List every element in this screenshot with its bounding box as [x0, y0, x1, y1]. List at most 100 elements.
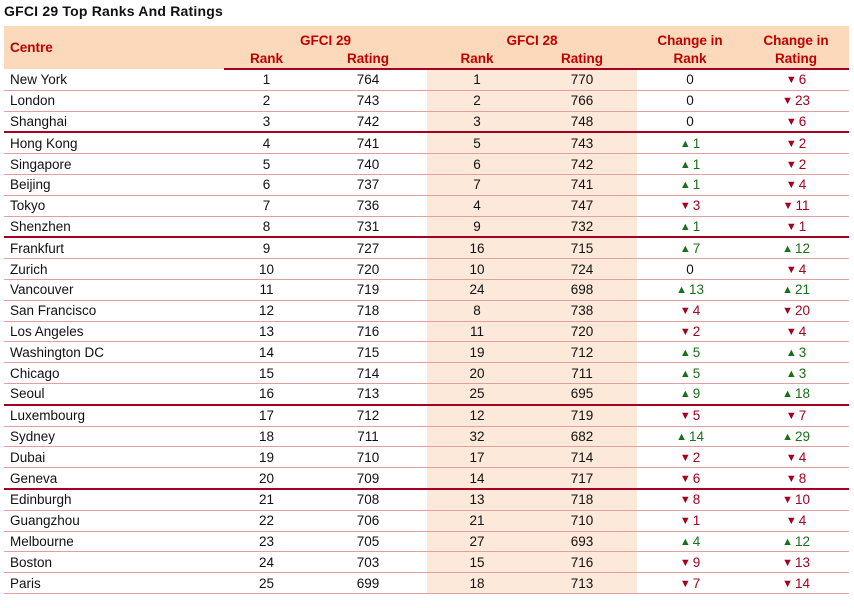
cell-change-rating: ▲ 18 [743, 383, 850, 406]
triangle-up-icon: ▲ [679, 242, 691, 255]
cell-rank-28: 5 [427, 132, 528, 155]
triangle-up-icon: ▲ [679, 346, 691, 359]
cell-change-rating: ▼ 23 [743, 90, 850, 112]
cell-rating-29: 741 [309, 132, 428, 155]
triangle-down-icon: ▼ [679, 200, 691, 213]
cell-rank-29: 25 [224, 572, 309, 594]
triangle-down-icon: ▼ [679, 410, 691, 423]
cell-rating-29: 709 [309, 467, 428, 490]
cell-centre: Paris [4, 572, 224, 594]
cell-change-rating: ▼ 4 [743, 258, 850, 280]
cell-rank-29: 13 [224, 321, 309, 343]
cell-rank-28: 19 [427, 341, 528, 364]
change-value: 2 [692, 449, 701, 465]
table-row: Singapore 5 740 6 742 ▲ 1 ▼ 2 [4, 153, 850, 175]
cell-change-rating: ▼ 6 [743, 111, 850, 134]
cell-rank-28: 10 [427, 258, 528, 280]
cell-rating-28: 741 [527, 174, 638, 196]
change-value: 4 [798, 513, 807, 529]
cell-rating-28: 695 [527, 383, 638, 406]
cell-rank-29: 24 [224, 551, 309, 574]
change-value: 2 [798, 156, 807, 172]
change-value: 2 [692, 323, 701, 339]
triangle-up-icon: ▲ [679, 158, 691, 171]
cell-centre: Seoul [4, 383, 224, 406]
cell-change-rank: ▼ 8 [637, 488, 744, 511]
cell-rating-28: 693 [527, 531, 638, 553]
cell-rating-28: 724 [527, 258, 638, 280]
cell-rating-29: 708 [309, 488, 428, 511]
header-centre: Centre [4, 26, 224, 69]
table-row: Washington DC 14 715 19 712 ▲ 5 ▲ 3 [4, 341, 850, 364]
triangle-down-icon: ▼ [782, 556, 793, 569]
triangle-down-icon: ▼ [785, 74, 797, 87]
cell-rank-28: 14 [427, 467, 528, 490]
cell-centre: Boston [4, 551, 224, 574]
triangle-down-icon: ▼ [679, 494, 691, 507]
cell-rank-29: 6 [224, 174, 309, 196]
table-body: New York 1 764 1 770 0 ▼ 6 London 2 743 2 766 0 ▼ 23 Sha… [4, 69, 850, 594]
cell-change-rating: ▼ 10 [743, 488, 850, 511]
triangle-down-icon: ▼ [782, 200, 794, 213]
cell-rank-29: 12 [224, 300, 309, 322]
triangle-down-icon: ▼ [785, 158, 797, 171]
cell-change-rating: ▼ 11 [743, 195, 850, 217]
cell-rank-29: 1 [224, 69, 309, 91]
cell-change-rank: ▲ 1 [637, 216, 744, 239]
header-rating-28: Rating [527, 48, 638, 70]
table-row: Sydney 18 711 32 682 ▲ 14 ▲ 29 [4, 426, 850, 448]
cell-centre: Zurich [4, 258, 224, 280]
triangle-down-icon: ▼ [785, 325, 797, 338]
cell-rating-29: 713 [309, 383, 428, 406]
cell-change-rank: ▼ 2 [637, 446, 744, 469]
table-row: Luxembourg 17 712 12 719 ▼ 5 ▼ 7 [4, 404, 850, 427]
cell-change-rank: ▼ 5 [637, 404, 744, 427]
cell-rank-29: 7 [224, 195, 309, 217]
triangle-up-icon: ▲ [782, 430, 793, 443]
cell-rank-28: 16 [427, 237, 528, 260]
header-change-rating-1: Change in [743, 26, 850, 48]
table-row: San Francisco 12 718 8 738 ▼ 4 ▼ 20 [4, 300, 850, 322]
cell-rating-28: 717 [527, 467, 638, 490]
cell-rank-29: 16 [224, 383, 309, 406]
cell-change-rank: ▲ 9 [637, 383, 744, 406]
cell-rank-29: 21 [224, 488, 309, 511]
cell-rating-28: 747 [527, 195, 638, 217]
triangle-down-icon: ▼ [785, 220, 797, 233]
cell-rating-29: 731 [309, 216, 428, 239]
cell-rating-28: 712 [527, 341, 638, 364]
change-value: 13 [794, 554, 810, 570]
change-value: 12 [794, 240, 810, 256]
cell-change-rank: ▲ 4 [637, 531, 744, 553]
cell-rank-28: 32 [427, 426, 528, 448]
cell-rank-29: 5 [224, 153, 309, 175]
triangle-down-icon: ▼ [679, 515, 691, 528]
cell-change-rank: ▲ 1 [637, 132, 744, 155]
cell-rank-28: 8 [427, 300, 528, 322]
cell-rank-28: 2 [427, 90, 528, 112]
cell-rating-28: 715 [527, 237, 638, 260]
triangle-down-icon: ▼ [785, 263, 797, 276]
triangle-up-icon: ▲ [679, 137, 691, 150]
change-value: 5 [692, 408, 701, 424]
cell-centre: Shenzhen [4, 216, 224, 239]
cell-rating-28: 748 [527, 111, 638, 134]
triangle-down-icon: ▼ [782, 494, 793, 507]
cell-change-rating: ▼ 4 [743, 446, 850, 469]
cell-centre: Sydney [4, 426, 224, 448]
table-row: Beijing 6 737 7 741 ▲ 1 ▼ 4 [4, 174, 850, 196]
change-value: 20 [794, 303, 810, 319]
cell-change-rank: ▼ 1 [637, 510, 744, 532]
cell-change-rating: ▼ 13 [743, 551, 850, 574]
cell-rank-28: 1 [427, 69, 528, 91]
change-value: 11 [795, 198, 810, 214]
table-row: Guangzhou 22 706 21 710 ▼ 1 ▼ 4 [4, 510, 850, 532]
change-value: 4 [798, 323, 807, 339]
triangle-up-icon: ▲ [782, 284, 793, 297]
cell-change-rating: ▼ 2 [743, 132, 850, 155]
triangle-up-icon: ▲ [679, 220, 691, 233]
cell-centre: Washington DC [4, 341, 224, 364]
cell-centre: Dubai [4, 446, 224, 469]
cell-rank-28: 24 [427, 279, 528, 301]
header-gfci28: GFCI 28 [427, 26, 638, 48]
